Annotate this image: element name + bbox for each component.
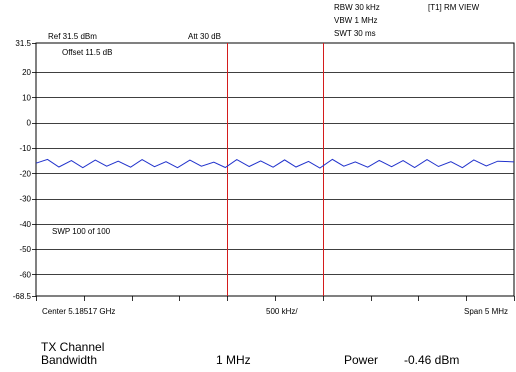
swt-label: SWT 30 ms (334, 29, 376, 38)
y-tick-label: -20 (19, 169, 31, 178)
y-tick-label: 10 (22, 93, 31, 102)
y-tick-label: -30 (19, 195, 31, 204)
trace-mode-label: [T1] RM VIEW (428, 3, 480, 12)
plot-frame (35, 42, 515, 297)
power-value: -0.46 dBm (404, 353, 460, 367)
channel-bound-lines (227, 43, 324, 296)
attenuation-label: Att 30 dB (188, 32, 221, 41)
bandwidth-label: Bandwidth (41, 353, 98, 367)
trace-line (35, 158, 515, 169)
y-tick-label: 20 (22, 68, 31, 77)
y-tick-marks (32, 43, 36, 297)
y-tick-labels: 31.5 20 10 0 -10 -20 -30 -40 -50 -60 -68.5 (13, 39, 32, 301)
y-tick-label: -10 (19, 144, 31, 153)
y-tick-label: 0 (27, 119, 32, 128)
y-tick-label: -40 (19, 220, 31, 229)
bandwidth-value: 1 MHz (216, 353, 251, 367)
center-frequency-label: Center 5.18517 GHz (42, 307, 116, 316)
y-tick-label: -60 (19, 270, 31, 279)
ref-level-label: Ref 31.5 dBm (48, 32, 97, 41)
channel-label: TX Channel (41, 340, 105, 354)
y-tick-label: 31.5 (15, 39, 31, 48)
division-label: 500 kHz/ (266, 307, 298, 316)
span-label: Span 5 MHz (464, 307, 509, 316)
horizontal-grid (36, 72, 514, 275)
sweep-count-label: SWP 100 of 100 (52, 227, 111, 236)
power-label: Power (344, 353, 379, 367)
y-tick-label: -50 (19, 245, 31, 254)
x-tick-marks (36, 296, 515, 301)
offset-label: Offset 11.5 dB (62, 48, 113, 57)
vbw-label: VBW 1 MHz (334, 16, 378, 25)
rbw-label: RBW 30 kHz (334, 3, 380, 12)
y-tick-label: -68.5 (13, 292, 32, 301)
